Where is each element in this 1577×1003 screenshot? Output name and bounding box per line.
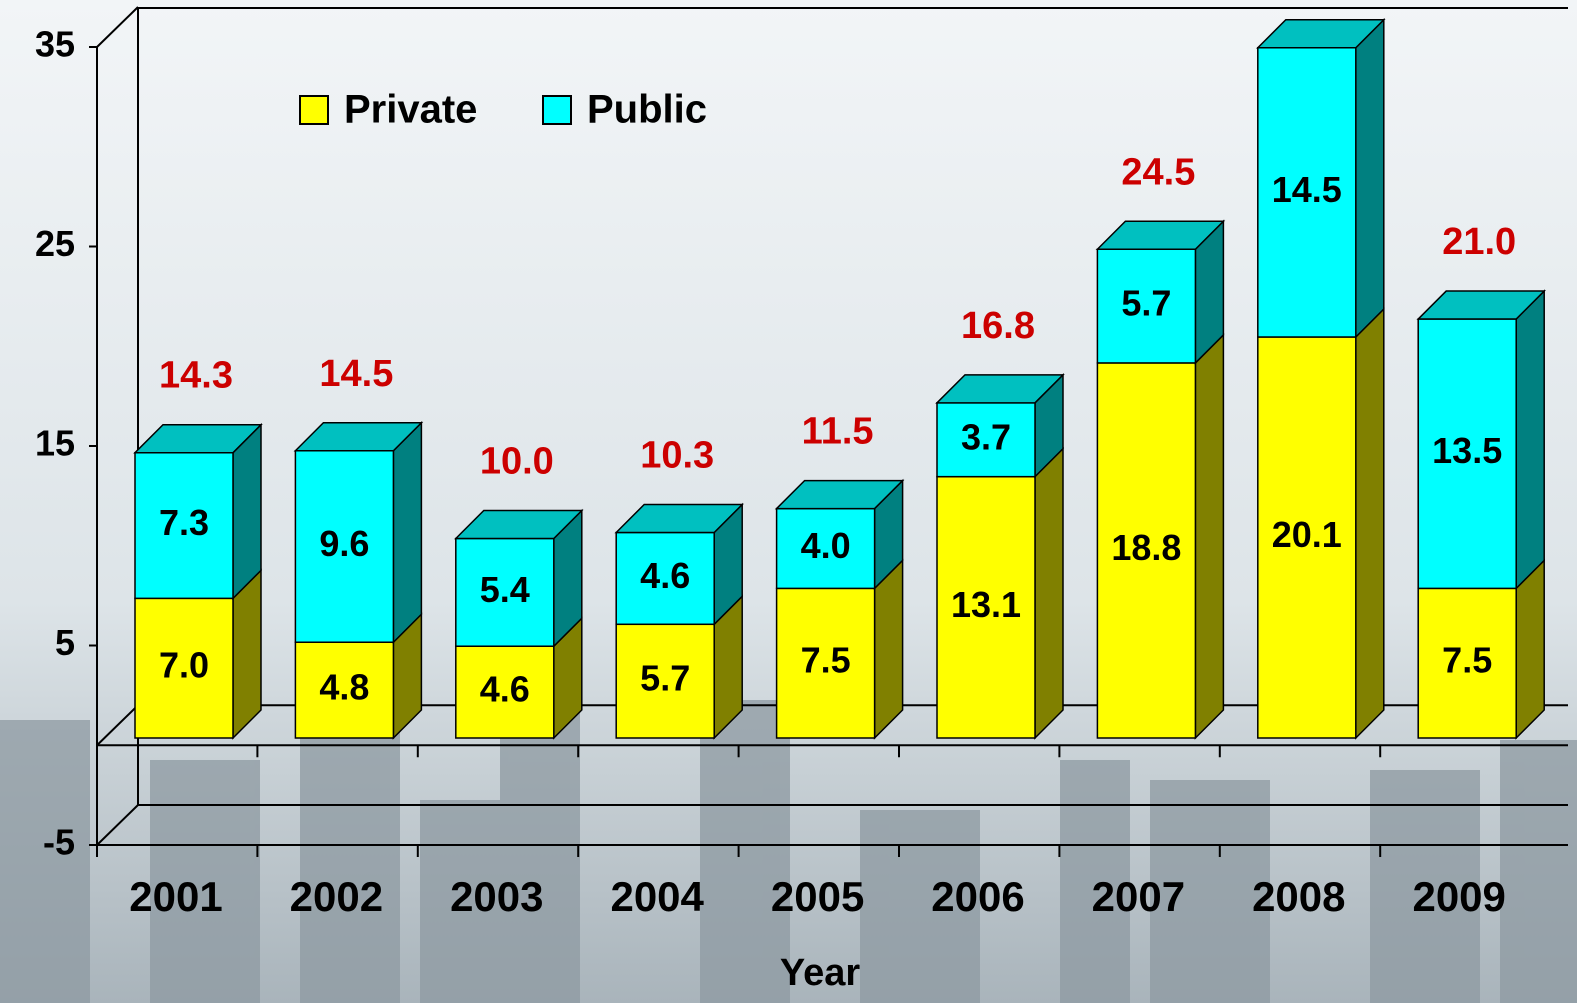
x-tick-label: 2004 [610,873,704,920]
bar-top [614,503,745,534]
bar [1096,248,1197,364]
bar-value-label: 7.0 [159,645,209,686]
x-tick-label: 2003 [450,873,543,920]
bar [1257,46,1357,338]
legend-label: Private [344,88,477,132]
bar-value-label: 14.5 [1272,169,1342,210]
bar-side [1515,289,1545,591]
bar-side [392,420,423,645]
city-skyline [0,690,1577,1003]
legend-label: Public [587,88,707,132]
floor-side [96,804,139,846]
bar [936,475,1036,739]
y-tick-label: 15 [35,423,75,464]
total-label: 11.5 [802,411,874,453]
x-tick-label: 2009 [1412,873,1505,920]
bar [936,402,1036,478]
bar-value-label: 7.3 [159,502,209,543]
bar-value-label: 9.6 [319,523,369,564]
bar-side [232,422,262,601]
bar [775,507,876,590]
bar-value-label: 5.7 [1121,283,1171,324]
legend-swatch [542,95,572,125]
x-axis-title: Year [780,952,861,994]
x-tick-label: 2001 [129,873,222,920]
x-tick-label: 2007 [1092,873,1185,920]
total-label: 21.0 [1442,221,1516,263]
bar [615,623,715,739]
bar-value-label: 13.5 [1432,430,1502,471]
bar-side [232,568,262,740]
bar-top [1095,220,1226,250]
bar [455,537,555,647]
y-tick-label: 25 [35,223,75,264]
bar-top [1416,290,1547,320]
bar-value-label: 5.7 [640,658,690,699]
bar-side [1194,333,1225,740]
total-label: 24.5 [1121,151,1195,193]
bar-value-label: 7.5 [1442,640,1492,681]
bar [615,531,715,626]
bar-value-label: 20.1 [1272,514,1342,555]
bar-top [935,374,1065,404]
bar-side [1034,446,1064,740]
y-tick-label: 35 [35,24,75,65]
x-tick-label: 2008 [1252,873,1345,920]
total-label: 10.3 [640,435,714,477]
bar [455,645,555,739]
legend-swatch [299,95,329,125]
y-tick-label: 5 [55,622,75,663]
bar-top [453,509,584,540]
x-tick-label: 2006 [931,873,1024,920]
bar-value-label: 13.1 [951,584,1021,625]
floor-side [96,704,139,746]
bar-top [1255,18,1386,49]
bar [134,597,234,739]
bar [294,449,395,643]
bar-value-label: 18.8 [1111,527,1181,568]
bar-side [1515,558,1545,740]
bar [294,641,395,739]
bar-value-label: 4.6 [640,555,690,596]
total-label: 14.3 [159,355,233,397]
bar-value-label: 7.5 [801,640,851,681]
y-tick-label: -5 [43,822,75,863]
bar-value-label: 4.6 [480,669,530,710]
x-tick-label: 2005 [771,873,864,920]
bar-value-label: 3.7 [961,416,1011,457]
bar-top [133,423,263,454]
bar [1417,587,1517,739]
bar [1417,318,1517,590]
x-tick-label: 2002 [290,873,383,920]
bar-side [1355,17,1385,339]
total-label: 16.8 [961,305,1035,347]
bar [134,451,234,600]
total-label: 14.5 [319,353,393,395]
bar-top [293,421,424,452]
bar-value-label: 4.0 [801,525,851,566]
bar-value-label: 4.8 [319,667,369,708]
y-axis-top [96,6,139,48]
bar-value-label: 5.4 [480,569,530,610]
bar-top [774,479,905,510]
bar [1096,362,1197,739]
bar-side [873,558,904,740]
bar-side [1355,307,1385,740]
bar [1257,336,1357,739]
total-label: 10.0 [480,441,554,483]
